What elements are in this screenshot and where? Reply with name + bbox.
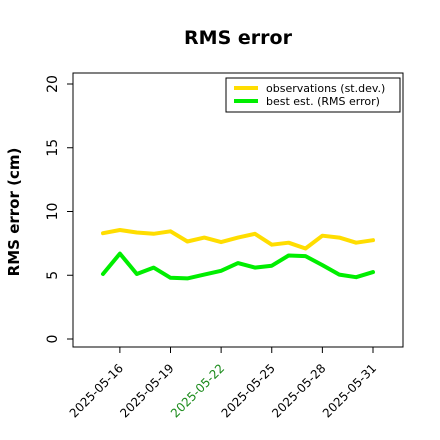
chart-title: RMS error xyxy=(184,27,293,49)
plot-frame xyxy=(72,72,404,348)
legend-entry: best est. (RMS error) xyxy=(266,95,380,108)
x-tick-label: 2025-05-31 xyxy=(320,361,379,420)
x-axis-ticks: 2025-05-162025-05-192025-05-222025-05-25… xyxy=(67,347,379,420)
y-tick-label: 10 xyxy=(45,203,61,221)
y-axis-label: RMS error (cm) xyxy=(5,148,23,277)
series-layer xyxy=(101,228,375,281)
legend-entry: observations (st.dev.) xyxy=(266,82,385,95)
y-tick-label: 20 xyxy=(45,75,61,93)
y-tick-label: 0 xyxy=(45,335,61,344)
y-tick-label: 5 xyxy=(45,271,61,280)
y-axis-ticks: 0 5 10 15 20 xyxy=(45,75,73,343)
legend: observations (st.dev.)best est. (RMS err… xyxy=(225,77,401,113)
series-line-1 xyxy=(101,228,375,251)
y-tick-label: 15 xyxy=(45,139,61,157)
legend-box xyxy=(225,77,401,113)
series-line-2 xyxy=(101,251,375,281)
